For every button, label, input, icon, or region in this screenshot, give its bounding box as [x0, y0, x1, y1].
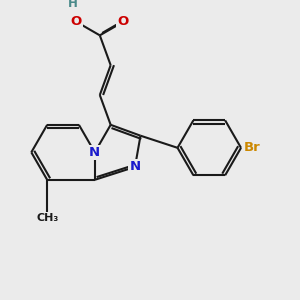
- Text: O: O: [71, 15, 82, 28]
- Text: CH₃: CH₃: [36, 214, 58, 224]
- Text: N: N: [129, 160, 140, 173]
- Text: H: H: [68, 0, 78, 10]
- Text: N: N: [89, 146, 100, 159]
- Text: Br: Br: [244, 141, 260, 154]
- Text: O: O: [118, 15, 129, 28]
